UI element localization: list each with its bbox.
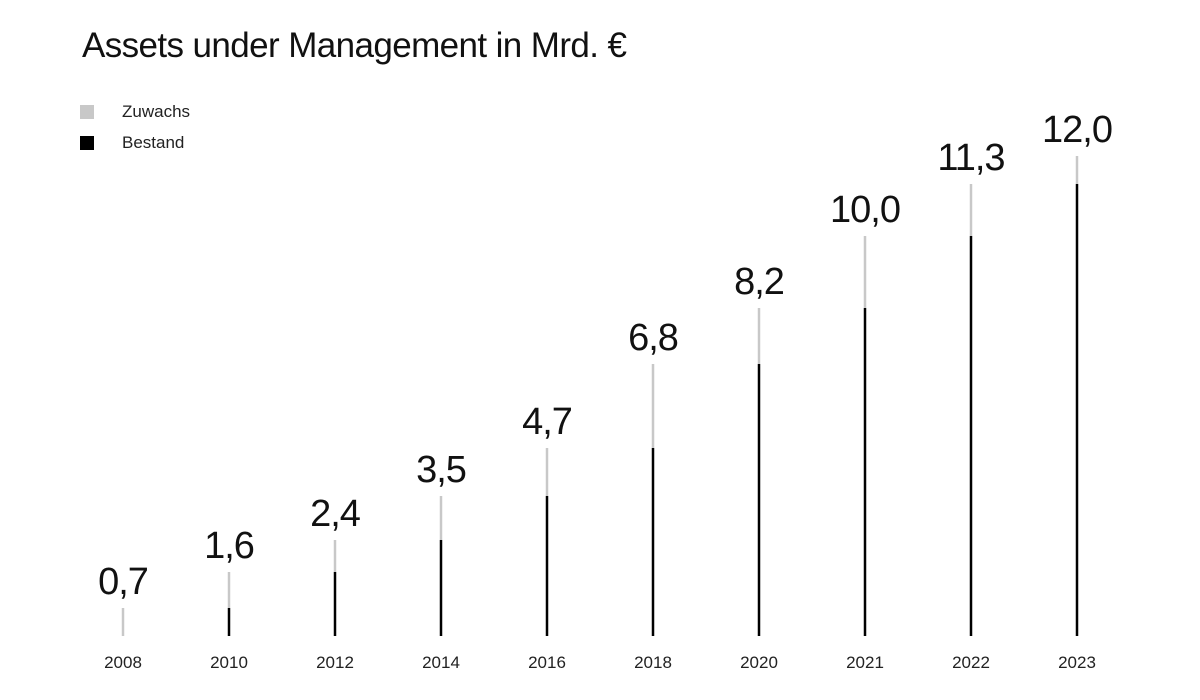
value-label-2020: 8,2 [734, 261, 784, 303]
legend-label-bestand: Bestand [122, 132, 185, 152]
x-tick-label-2023: 2023 [1058, 653, 1096, 672]
value-label-2022: 11,3 [937, 137, 1004, 179]
x-tick-label-2020: 2020 [740, 653, 778, 672]
value-label-2008: 0,7 [98, 561, 148, 603]
legend-item-zuwachs: Zuwachs [80, 96, 190, 127]
value-label-2023: 12,0 [1042, 109, 1112, 151]
value-label-2012: 2,4 [310, 493, 361, 535]
legend-item-bestand: Bestand [80, 127, 190, 158]
x-tick-label-2021: 2021 [846, 653, 884, 672]
x-tick-label-2022: 2022 [952, 653, 990, 672]
value-label-2014: 3,5 [416, 449, 466, 491]
legend-swatch-zuwachs [80, 104, 94, 119]
x-tick-label-2012: 2012 [316, 653, 354, 672]
value-label-2016: 4,7 [522, 401, 572, 443]
x-tick-label-2008: 2008 [104, 653, 142, 672]
legend-swatch-bestand [80, 135, 94, 150]
legend: Zuwachs Bestand [80, 96, 190, 158]
value-label-2010: 1,6 [204, 525, 254, 567]
legend-label-zuwachs: Zuwachs [122, 101, 191, 121]
x-tick-label-2018: 2018 [634, 653, 672, 672]
value-label-2021: 10,0 [830, 189, 900, 231]
chart-title: Assets under Management in Mrd. € [82, 26, 627, 65]
x-tick-label-2016: 2016 [528, 653, 566, 672]
x-tick-label-2010: 2010 [210, 653, 248, 672]
x-tick-label-2014: 2014 [422, 653, 460, 672]
value-label-2018: 6,8 [628, 317, 678, 359]
